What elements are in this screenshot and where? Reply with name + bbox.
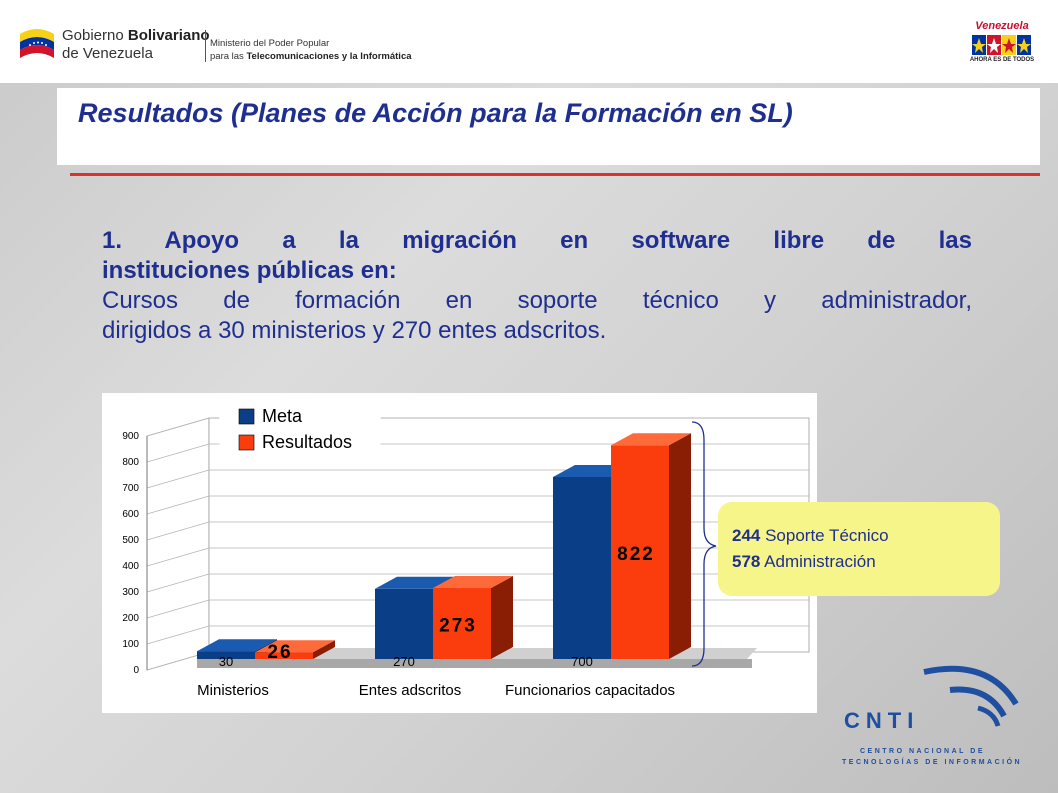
body-text: 1. Apoyo a la migración en software libr… bbox=[102, 226, 972, 346]
y-tick-label: 900 bbox=[122, 431, 139, 442]
callout-line2: 578 Administración bbox=[732, 552, 876, 571]
para1-line2: instituciones públicas en: bbox=[102, 257, 397, 284]
legend-swatch-meta bbox=[238, 408, 255, 425]
venezuela-ahora-logo: Venezuela AHORA ES DE TODOS bbox=[966, 20, 1038, 64]
bar-top bbox=[433, 576, 513, 589]
legend-swatch-resultados bbox=[238, 434, 255, 451]
y-tick-label: 300 bbox=[122, 587, 139, 598]
para1-line1: 1. Apoyo a la migración en software libr… bbox=[102, 227, 972, 254]
category-label: Entes adscritos bbox=[359, 682, 462, 699]
bar-meta bbox=[553, 477, 611, 659]
gov-name-line1: Gobierno Bolivariano bbox=[62, 27, 210, 44]
gov-name-line2: de Venezuela bbox=[62, 45, 153, 62]
category-label: Ministerios bbox=[197, 682, 269, 699]
cnti-line1: CENTRO NACIONAL DE bbox=[860, 748, 985, 755]
bar-resultados bbox=[611, 445, 669, 659]
y-tick-label: 500 bbox=[122, 535, 139, 546]
y-tick-label: 700 bbox=[122, 483, 139, 494]
y-tick-label: 800 bbox=[122, 457, 139, 468]
data-label-meta: 30 bbox=[219, 654, 233, 669]
data-label-resultados: 822 bbox=[617, 544, 655, 565]
bar-top bbox=[197, 639, 277, 652]
data-label-resultados: 26 bbox=[267, 642, 292, 663]
chart-left-wall bbox=[146, 417, 210, 671]
gridline bbox=[146, 443, 809, 463]
data-label-resultados: 273 bbox=[439, 616, 477, 637]
venezuela-logo-sub: AHORA ES DE TODOS bbox=[969, 57, 1035, 63]
data-label-meta: 700 bbox=[571, 654, 593, 669]
slide-title: Resultados (Planes de Acción para la For… bbox=[78, 98, 793, 128]
bar-resultados bbox=[433, 588, 491, 659]
bar-top bbox=[255, 640, 335, 653]
stars-logo-icon bbox=[972, 35, 1031, 55]
y-tick-label: 400 bbox=[122, 561, 139, 572]
category-label: Funcionarios capacitados bbox=[505, 682, 675, 699]
legend-label: Resultados bbox=[262, 432, 352, 452]
header-divider bbox=[205, 30, 206, 62]
cnti-logo-text: CNTI bbox=[844, 708, 919, 733]
data-label-meta: 270 bbox=[393, 654, 415, 669]
bar-side bbox=[491, 576, 513, 659]
chart-floor-front bbox=[197, 659, 752, 668]
callout-line1: 244 Soporte Técnico bbox=[732, 526, 889, 545]
ministry-line1: Ministerio del Poder Popular bbox=[210, 38, 330, 49]
title-box bbox=[57, 88, 1040, 165]
bracket-icon bbox=[691, 421, 717, 667]
legend-label: Meta bbox=[262, 406, 303, 426]
bar-top bbox=[611, 433, 691, 446]
venezuela-logo-title: Venezuela bbox=[975, 20, 1029, 32]
y-tick-label: 200 bbox=[122, 613, 139, 624]
bar-chart: 0 100 200 300 400 500 600 700 800 900 30 270 700 26 27… bbox=[122, 403, 810, 699]
y-tick-label: 100 bbox=[122, 639, 139, 650]
gridline bbox=[146, 417, 809, 437]
bar-top bbox=[375, 576, 455, 589]
bar-meta bbox=[197, 651, 255, 659]
cnti-line2: TECNOLOGÍAS DE INFORMACIÓN bbox=[842, 757, 1022, 766]
bar-side bbox=[313, 640, 335, 659]
callout-box: 244 Soporte Técnico 578 Administración bbox=[718, 502, 1000, 596]
bar-resultados bbox=[255, 652, 313, 659]
ministry-line2: para las Telecomunicaciones y la Informá… bbox=[210, 51, 412, 62]
venezuela-flag-icon bbox=[20, 29, 54, 58]
y-tick-label: 0 bbox=[133, 665, 139, 676]
title-underline bbox=[70, 173, 1040, 176]
para2-line2: dirigidos a 30 ministerios y 270 entes a… bbox=[102, 317, 607, 344]
cnti-logo: CNTI CENTRO NACIONAL DE TECNOLOGÍAS DE I… bbox=[842, 665, 1022, 766]
header-bar: Gobierno Bolivariano de Venezuela Minist… bbox=[0, 0, 1058, 83]
bar-side bbox=[669, 433, 691, 659]
y-tick-label: 600 bbox=[122, 509, 139, 520]
chart-container: 0 100 200 300 400 500 600 700 800 900 30 270 700 26 27… bbox=[102, 393, 817, 713]
para2-line1: Cursos de formación en soporte técnico y… bbox=[102, 287, 972, 314]
bar-meta bbox=[375, 588, 433, 659]
